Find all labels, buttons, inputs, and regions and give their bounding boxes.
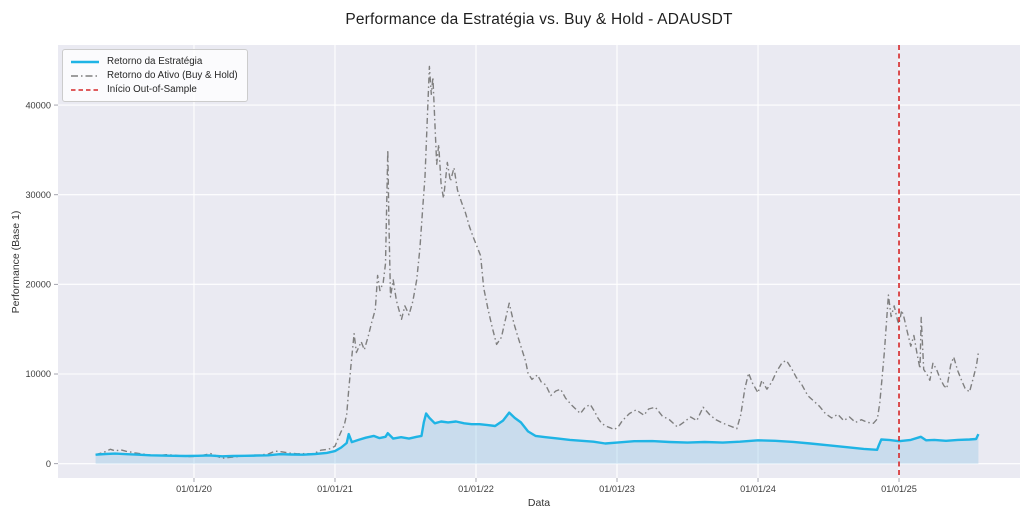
- strategy-fill-area: [95, 412, 979, 464]
- y-tick-label: 10000: [25, 369, 51, 379]
- legend-label-buyhold: Retorno do Ativo (Buy & Hold): [107, 70, 238, 81]
- legend-item-oos: Início Out-of-Sample: [70, 84, 238, 95]
- x-tick-label: 01/01/21: [317, 484, 353, 494]
- strategy-line-swatch-icon: [71, 60, 99, 63]
- oos-line-swatch-icon: [71, 88, 99, 91]
- y-tick-label: 20000: [25, 280, 51, 290]
- legend-label-strategy: Retorno da Estratégia: [107, 56, 203, 67]
- buyhold-line: [95, 65, 980, 459]
- x-tick-label: 01/01/20: [176, 484, 212, 494]
- strategy-line: [95, 411, 980, 458]
- plot-background: [58, 45, 1020, 478]
- x-tick-label: 01/01/25: [881, 484, 917, 494]
- x-tick-label: 01/01/23: [599, 484, 635, 494]
- y-tick-label: 30000: [25, 190, 51, 200]
- x-axis-label: Data: [527, 497, 551, 509]
- legend-item-strategy: Retorno da Estratégia: [70, 56, 238, 67]
- y-axis-label: Performance (Base 1): [10, 210, 22, 314]
- legend-item-buyhold: Retorno do Ativo (Buy & Hold): [70, 70, 238, 81]
- legend-label-oos: Início Out-of-Sample: [107, 84, 197, 95]
- legend: Retorno da Estratégia Retorno do Ativo (…: [62, 49, 248, 102]
- buyhold-line-swatch-icon: [71, 74, 99, 77]
- x-tick-label: 01/01/24: [740, 484, 776, 494]
- y-tick-label: 40000: [25, 100, 51, 110]
- x-tick-label: 01/01/22: [458, 484, 494, 494]
- chart-title: Performance da Estratégia vs. Buy & Hold…: [345, 11, 733, 28]
- y-tick-label: 0: [46, 459, 51, 469]
